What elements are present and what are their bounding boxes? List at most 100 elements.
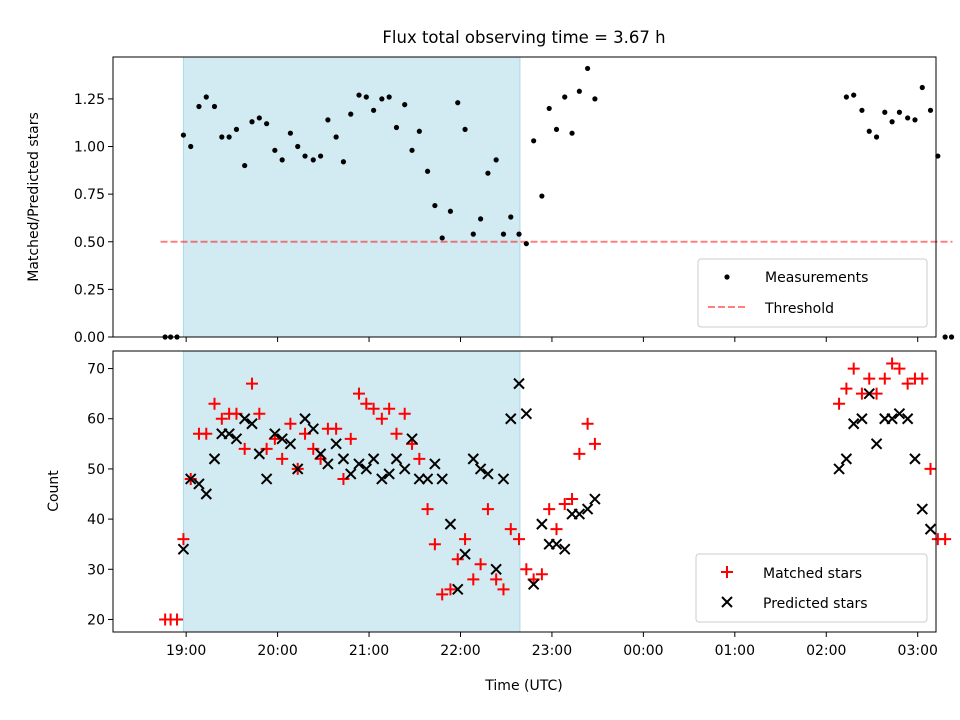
predicted-star-point xyxy=(856,413,868,425)
matched-star-point xyxy=(276,452,289,465)
measurement-point xyxy=(409,147,415,153)
matched-star-point xyxy=(253,407,266,420)
measurement-point xyxy=(264,121,270,127)
matched-star-point xyxy=(916,372,929,385)
predicted-star-point xyxy=(322,458,334,470)
predicted-star-point xyxy=(246,418,258,430)
legend-measurements-marker xyxy=(724,274,730,280)
measurement-point xyxy=(927,107,934,113)
measurement-point xyxy=(424,168,431,174)
predicted-star-point xyxy=(490,563,502,575)
matched-star-point xyxy=(939,533,952,546)
measurement-point xyxy=(310,157,316,163)
count-observing-span xyxy=(182,350,521,633)
ratio-y-ticks: 0.00 0.25 0.50 0.75 1.00 1.25 xyxy=(74,92,113,346)
measurement-point xyxy=(203,94,209,100)
predicted-star-point xyxy=(345,468,357,480)
matched-star-point xyxy=(878,372,891,385)
predicted-star-point xyxy=(238,413,251,425)
matched-star-point xyxy=(497,583,510,596)
matched-star-point xyxy=(352,387,365,400)
measurement-point xyxy=(295,143,301,150)
matched-star-point xyxy=(573,447,586,460)
measurement-point xyxy=(211,103,218,110)
measurement-point xyxy=(935,153,941,159)
measurement-point xyxy=(462,126,468,132)
predicted-star-point xyxy=(299,413,311,425)
measurement-point xyxy=(439,235,445,241)
matched-star-point xyxy=(481,503,494,516)
predicted-star-point xyxy=(513,377,525,390)
measurement-point xyxy=(569,130,575,136)
predicted-star-point xyxy=(314,448,327,460)
matched-star-point xyxy=(171,613,184,626)
measurement-point xyxy=(180,132,187,138)
x-tick-label: 03:00 xyxy=(898,643,938,659)
measurement-point xyxy=(919,84,925,91)
measurement-point xyxy=(256,115,262,121)
predicted-star-point xyxy=(901,413,914,425)
y-tick-label: 30 xyxy=(87,562,105,578)
count-y-axis-label: Count xyxy=(46,470,62,512)
predicted-star-point xyxy=(459,548,471,560)
matched-star-point xyxy=(177,533,190,546)
measurement-point xyxy=(905,115,911,121)
matched-stars-points xyxy=(159,357,952,626)
predicted-star-point xyxy=(550,538,563,550)
predicted-star-point xyxy=(924,523,937,535)
predicted-star-point xyxy=(482,468,494,480)
measurement-point xyxy=(402,102,408,108)
measurement-point xyxy=(432,202,438,209)
predicted-star-point xyxy=(536,518,548,530)
x-tick-label: 20:00 xyxy=(257,643,297,659)
measurement-point xyxy=(948,334,955,340)
measurement-point xyxy=(584,65,591,72)
predicted-star-point xyxy=(559,543,571,555)
y-tick-label: 40 xyxy=(87,512,105,528)
measurement-point xyxy=(500,231,507,237)
y-tick-label: 0.75 xyxy=(74,187,105,203)
predicted-star-point xyxy=(399,463,411,475)
predicted-star-point xyxy=(474,463,487,475)
ratio-legend-box xyxy=(697,258,928,328)
y-tick-label: 50 xyxy=(87,462,105,478)
count-legend-box xyxy=(695,553,928,623)
matched-star-point xyxy=(581,417,594,430)
matched-star-point xyxy=(238,442,251,455)
matched-star-point xyxy=(520,563,533,576)
measurement-point xyxy=(882,109,888,115)
matched-star-point xyxy=(863,372,876,385)
predicted-star-point xyxy=(353,458,365,470)
x-tick-label: 23:00 xyxy=(532,643,572,659)
predicted-star-point xyxy=(269,428,281,440)
predicted-star-point xyxy=(893,408,906,420)
legend-matched-label: Matched stars xyxy=(763,566,862,582)
measurement-point xyxy=(896,109,903,115)
matched-star-point xyxy=(901,377,914,390)
predicted-star-point xyxy=(421,473,434,485)
matched-star-point xyxy=(398,407,411,420)
legend-predicted-label: Predicted stars xyxy=(763,596,868,612)
predicted-star-point xyxy=(589,493,601,505)
count-panel: 20 30 40 50 60 70 19:00 20:00 21:00 22:00 23:00 00… xyxy=(46,350,952,694)
matched-star-point xyxy=(344,432,357,445)
legend-measurements-label: Measurements xyxy=(765,270,868,286)
matched-star-point xyxy=(421,503,434,516)
count-x-ticks: 19:00 20:00 21:00 22:00 23:00 00:00 01:00 02:00… xyxy=(166,632,938,659)
matched-star-point xyxy=(924,462,937,475)
matched-star-point xyxy=(886,357,899,370)
matched-star-point xyxy=(413,452,426,465)
matched-star-point xyxy=(490,573,503,586)
matched-star-point xyxy=(840,382,853,395)
count-y-ticks: 20 30 40 50 60 70 xyxy=(87,362,113,628)
matched-star-point xyxy=(375,412,388,425)
matched-star-point xyxy=(535,568,548,581)
count-legend: Matched stars Predicted stars xyxy=(695,553,928,623)
measurement-point xyxy=(516,231,522,237)
predicted-stars-points xyxy=(177,377,937,596)
measurement-point xyxy=(889,119,895,125)
predicted-star-point xyxy=(383,468,395,480)
measurement-point xyxy=(470,231,476,237)
x-tick-label: 01:00 xyxy=(715,643,755,659)
